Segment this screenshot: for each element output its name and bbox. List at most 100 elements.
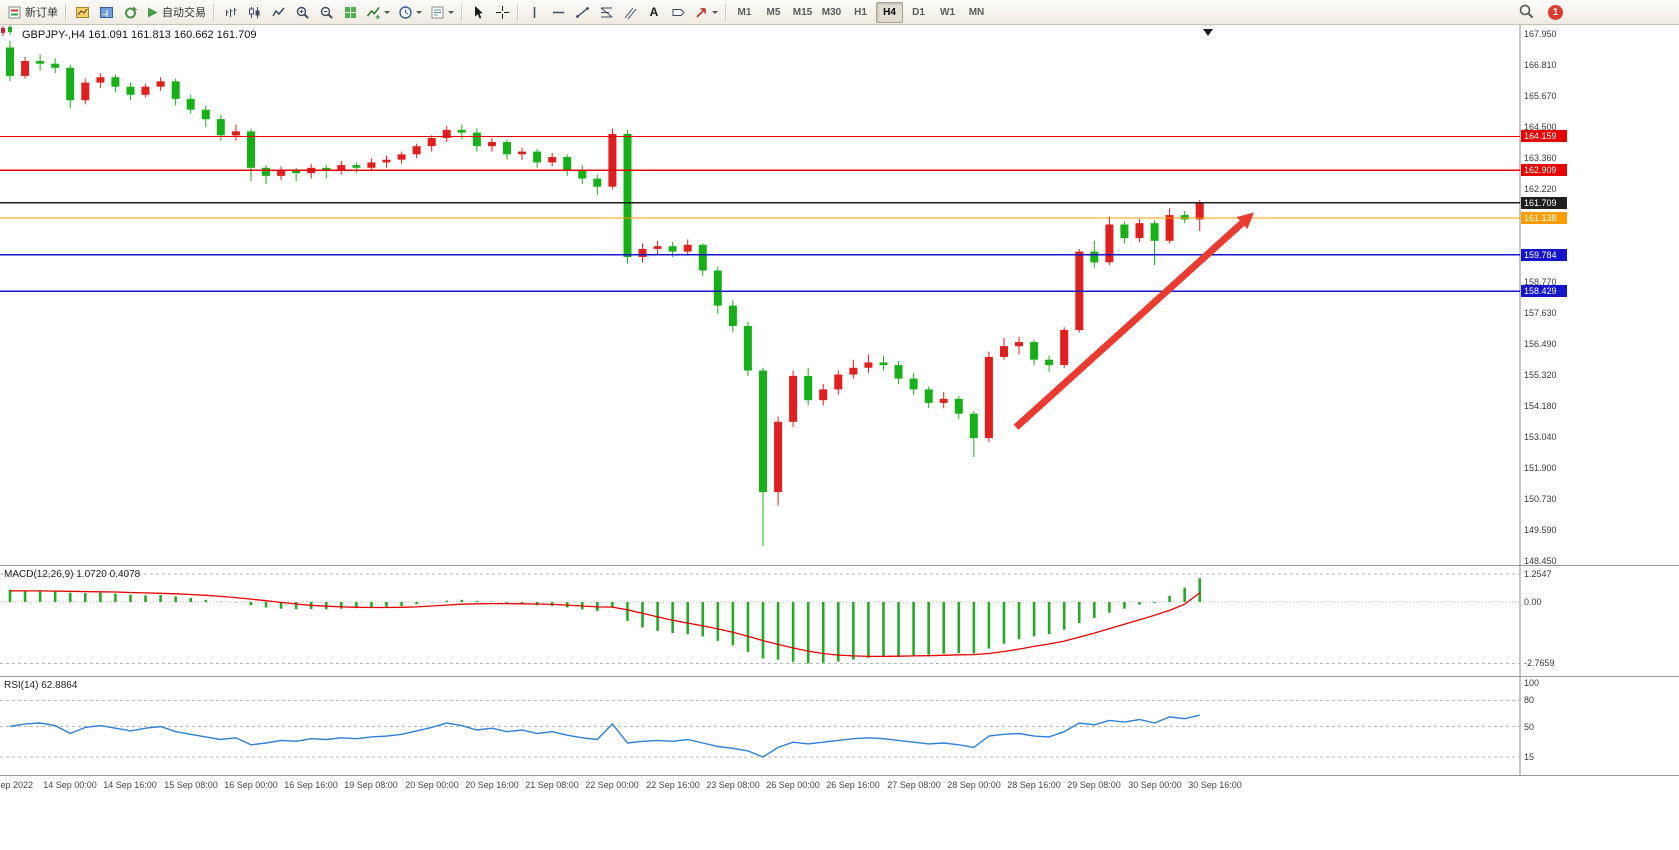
line-chart-button[interactable] — [267, 2, 289, 23]
timeframe-H4[interactable]: H4 — [876, 1, 903, 23]
text-label-button[interactable] — [667, 2, 689, 23]
arrows-button[interactable] — [691, 2, 721, 23]
price-axis-label: 155.320 — [1524, 370, 1557, 380]
market-watch-button[interactable] — [95, 2, 117, 23]
timeframe-MN[interactable]: MN — [968, 6, 985, 18]
price-axis-label: 156.490 — [1524, 339, 1557, 349]
time-axis-label: 19 Sep 08:00 — [344, 780, 398, 790]
horizontal-line-button[interactable] — [547, 2, 569, 23]
time-axis-label: 16 Sep 16:00 — [284, 780, 338, 790]
chart-title-icon — [1, 25, 12, 36]
time-axis-label: 14 Sep 00:00 — [43, 780, 97, 790]
new-order-icon — [8, 6, 21, 18]
time-axis-label: 20 Sep 00:00 — [405, 780, 459, 790]
bar-chart-button[interactable] — [219, 2, 241, 23]
price-panel[interactable]: GBPJPY-,H4 161.091 161.813 160.662 161.7… — [0, 25, 1679, 566]
timeframe-D1[interactable]: D1 — [912, 6, 925, 18]
refresh-button[interactable] — [119, 2, 141, 23]
horizontal-line-icon — [552, 11, 564, 13]
timeframe-M5[interactable]: M5 — [766, 6, 781, 18]
timeframe-W1[interactable]: W1 — [940, 6, 955, 18]
templates-button[interactable] — [427, 2, 457, 23]
text-icon: A — [649, 5, 659, 19]
candlestick-chart-button[interactable] — [243, 2, 265, 23]
price-axis-label: 162.220 — [1524, 184, 1557, 194]
chart-window: GBPJPY-,H4 161.091 161.813 160.662 161.7… — [0, 25, 1679, 850]
text-button[interactable]: A — [643, 2, 665, 23]
time-axis-label: 21 Sep 08:00 — [525, 780, 579, 790]
price-axis-label: 166.810 — [1524, 60, 1557, 70]
rsi-axis-label: 50 — [1524, 722, 1535, 732]
timeframe-M15[interactable]: M15 — [792, 6, 813, 18]
trendline-button[interactable] — [571, 2, 593, 23]
price-tag: 161.709 — [1521, 197, 1567, 209]
trendline-icon — [575, 6, 589, 18]
zoom-in-button[interactable] — [291, 2, 313, 23]
vertical-line-button[interactable] — [523, 2, 545, 23]
time-axis-label: 14 Sep 16:00 — [103, 780, 157, 790]
auto-trading-play-icon — [148, 7, 158, 17]
channel-button[interactable] — [619, 2, 641, 23]
timeframe-M30[interactable]: M30 — [821, 6, 842, 18]
price-axis-label: 154.180 — [1524, 401, 1557, 411]
macd-svg[interactable] — [0, 566, 1679, 677]
price-axis-label: 153.040 — [1524, 432, 1557, 442]
channel-icon — [624, 7, 636, 19]
main-chart-svg[interactable] — [0, 25, 1679, 566]
toolbar-separator — [213, 3, 215, 21]
macd-axis-label: 0.00 — [1524, 597, 1542, 607]
rsi-panel[interactable]: RSI(14) 62.8864 100 80 50 15 — [0, 677, 1679, 776]
price-axis-label: 165.670 — [1524, 91, 1557, 101]
rsi-label: RSI(14) 62.8864 — [4, 680, 78, 691]
time-axis-label: 16 Sep 00:00 — [224, 780, 278, 790]
crosshair-icon — [495, 5, 509, 19]
templates-icon — [431, 6, 444, 18]
new-order-button[interactable]: 新订单 — [4, 2, 61, 23]
macd-label: MACD(12,26,9) 1.0720 0.4078 — [4, 569, 141, 580]
fibonacci-button[interactable] — [595, 2, 617, 23]
time-axis-label: 22 Sep 00:00 — [585, 780, 639, 790]
toolbar-separator — [517, 3, 519, 21]
line-chart-icon — [271, 7, 285, 16]
dropdown-caret — [416, 10, 422, 14]
search-icon[interactable] — [1517, 2, 1539, 23]
cursor-button[interactable] — [467, 2, 489, 23]
time-axis-label: 26 Sep 00:00 — [766, 780, 820, 790]
time-axis-label: 30 Sep 00:00 — [1128, 780, 1182, 790]
price-tag: 162.909 — [1521, 164, 1567, 176]
rsi-axis-label: 15 — [1524, 752, 1535, 762]
tile-windows-button[interactable] — [339, 2, 361, 23]
rsi-svg[interactable] — [0, 677, 1679, 776]
trend-arrow[interactable] — [1013, 212, 1254, 430]
notification-badge[interactable]: 1 — [1548, 5, 1563, 20]
price-axis-label: 167.950 — [1524, 29, 1557, 39]
new-order-label: 新订单 — [25, 7, 58, 19]
auto-trading-button[interactable]: 自动交易 — [143, 2, 209, 23]
price-tag: 158.429 — [1521, 285, 1567, 297]
candlestick-chart-icon — [248, 6, 259, 18]
charts-button[interactable] — [71, 2, 93, 23]
price-axis-label: 163.360 — [1524, 153, 1557, 163]
time-axis-label: 3 Sep 2022 — [0, 780, 34, 790]
price-tag: 159.784 — [1521, 249, 1567, 261]
timeframe-H1[interactable]: H1 — [854, 6, 867, 18]
time-axis[interactable]: 3 Sep 2022 14 Sep 00:00 14 Sep 16:00 15 Sep… — [0, 776, 1679, 798]
zoom-out-button[interactable] — [315, 2, 337, 23]
cursor-icon — [474, 5, 483, 18]
zoom-out-icon — [320, 6, 333, 19]
time-axis-label: 27 Sep 08:00 — [887, 780, 941, 790]
rsi-line — [9, 714, 1200, 758]
indicators-button[interactable] — [363, 2, 393, 23]
crosshair-button[interactable] — [491, 2, 513, 23]
macd-axis-label: 1.2547 — [1524, 569, 1552, 579]
macd-panel[interactable]: MACD(12,26,9) 1.0720 0.4078 1.2547 0.00 -2… — [0, 566, 1679, 677]
arrows-icon — [696, 7, 706, 18]
price-axis-label: 164.500 — [1524, 122, 1557, 132]
toolbar-separator — [725, 3, 727, 21]
toolbar-separator — [65, 3, 67, 21]
timeframe-M1[interactable]: M1 — [737, 6, 752, 18]
macd-axis-label: -2.7659 — [1524, 658, 1555, 668]
time-axis-label: 20 Sep 16:00 — [465, 780, 519, 790]
periods-button[interactable] — [395, 2, 425, 23]
price-axis-label: 149.590 — [1524, 525, 1557, 535]
